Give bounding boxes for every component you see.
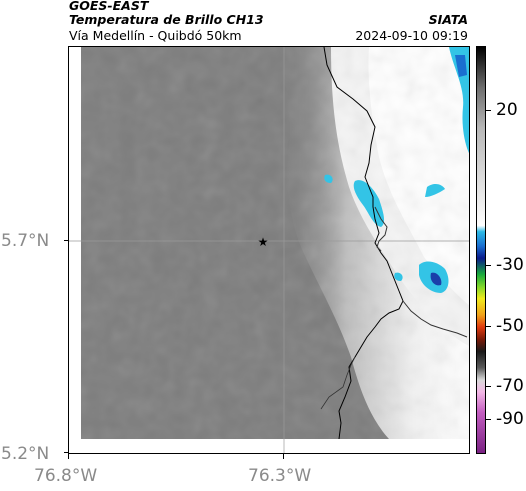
- colorbar-tick: [486, 419, 491, 421]
- boundary-line: [323, 47, 404, 440]
- colorbar-tick: [486, 386, 491, 388]
- latitude-label-5-7: 5.7°N: [1, 231, 50, 251]
- lon-tick-76-8: [68, 454, 70, 459]
- latitude-label-5-2: 5.2°N: [1, 444, 50, 464]
- colorbar-tick: [486, 110, 491, 112]
- lon-tick-76-3: [283, 454, 285, 459]
- colorbar-label: -30: [496, 255, 524, 275]
- colorbar-label: -90: [496, 409, 524, 429]
- colorbar-label: -70: [496, 376, 524, 396]
- lat-tick-5-7: [64, 240, 69, 242]
- location-subtitle: Vía Medellín - Quibdó 50km: [69, 28, 242, 43]
- satellite-title: GOES-EAST: [69, 0, 149, 13]
- longitude-label-76-3: 76.3°W: [248, 466, 312, 486]
- longitude-label-76-8: 76.8°W: [34, 466, 98, 486]
- source-label: SIATA: [428, 12, 468, 27]
- colorbar-tick: [486, 265, 491, 267]
- brightness-temperature-image: ★: [69, 47, 469, 453]
- colorbar: [476, 46, 486, 454]
- colorbar-tick: [486, 326, 491, 328]
- colorbar-label: -50: [496, 316, 524, 336]
- star-icon: ★: [258, 235, 269, 249]
- satellite-map[interactable]: ★: [68, 46, 470, 454]
- lat-tick-5-2: [64, 452, 69, 454]
- product-title: Temperatura de Brillo CH13: [69, 12, 264, 27]
- colorbar-label: 20: [496, 100, 518, 120]
- timestamp-label: 2024-09-10 09:19: [355, 28, 468, 43]
